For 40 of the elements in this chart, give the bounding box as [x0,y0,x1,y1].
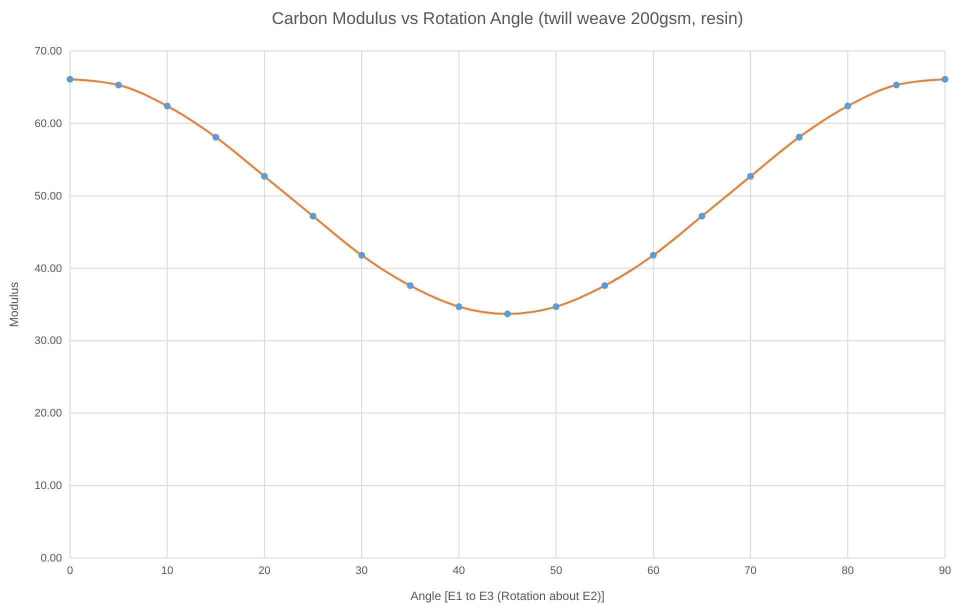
point [552,303,560,310]
point [261,172,268,180]
point [310,212,316,220]
point [601,282,608,290]
y-tick-label: 20.00 [34,408,62,420]
y-axis-title: Modulus [7,282,21,328]
x-tick-label: 30 [356,564,368,577]
point [212,134,220,141]
chart-title: Carbon Modulus vs Rotation Angle (twill weave 200gsm, resin) [272,9,744,28]
y-tick-label: 0.00 [40,552,62,565]
point [942,76,948,83]
x-tick-label: 20 [258,564,271,577]
point [504,310,511,318]
x-tick-label: 80 [842,564,854,577]
point [698,212,706,220]
point [66,76,74,83]
point [747,172,754,180]
point [115,82,122,88]
y-tick-label: 30.00 [34,335,62,348]
point [893,82,900,88]
point [406,282,414,290]
y-tick-label: 10.00 [34,480,62,492]
y-tick-label: 60.00 [34,118,62,130]
y-tick-label: 40.00 [34,262,62,275]
x-tick-label: 10 [161,564,174,577]
x-tick-label: 40 [452,564,466,577]
x-axis-title: Angle [E1 to E3 (Rotation about E2)] [410,589,605,603]
point [844,102,852,110]
x-tick-label: 50 [550,564,562,577]
x-tick-label: 0 [66,564,74,577]
y-tick-label: 50.00 [34,190,62,202]
y-tick-label: 70.00 [34,46,62,58]
point [164,102,171,110]
point [650,252,657,259]
point [456,303,462,310]
x-tick-label: 60 [647,564,660,577]
x-tick-label: 70 [744,564,757,577]
x-tick-label: 90 [938,564,952,577]
point [358,252,366,259]
point [796,134,803,141]
